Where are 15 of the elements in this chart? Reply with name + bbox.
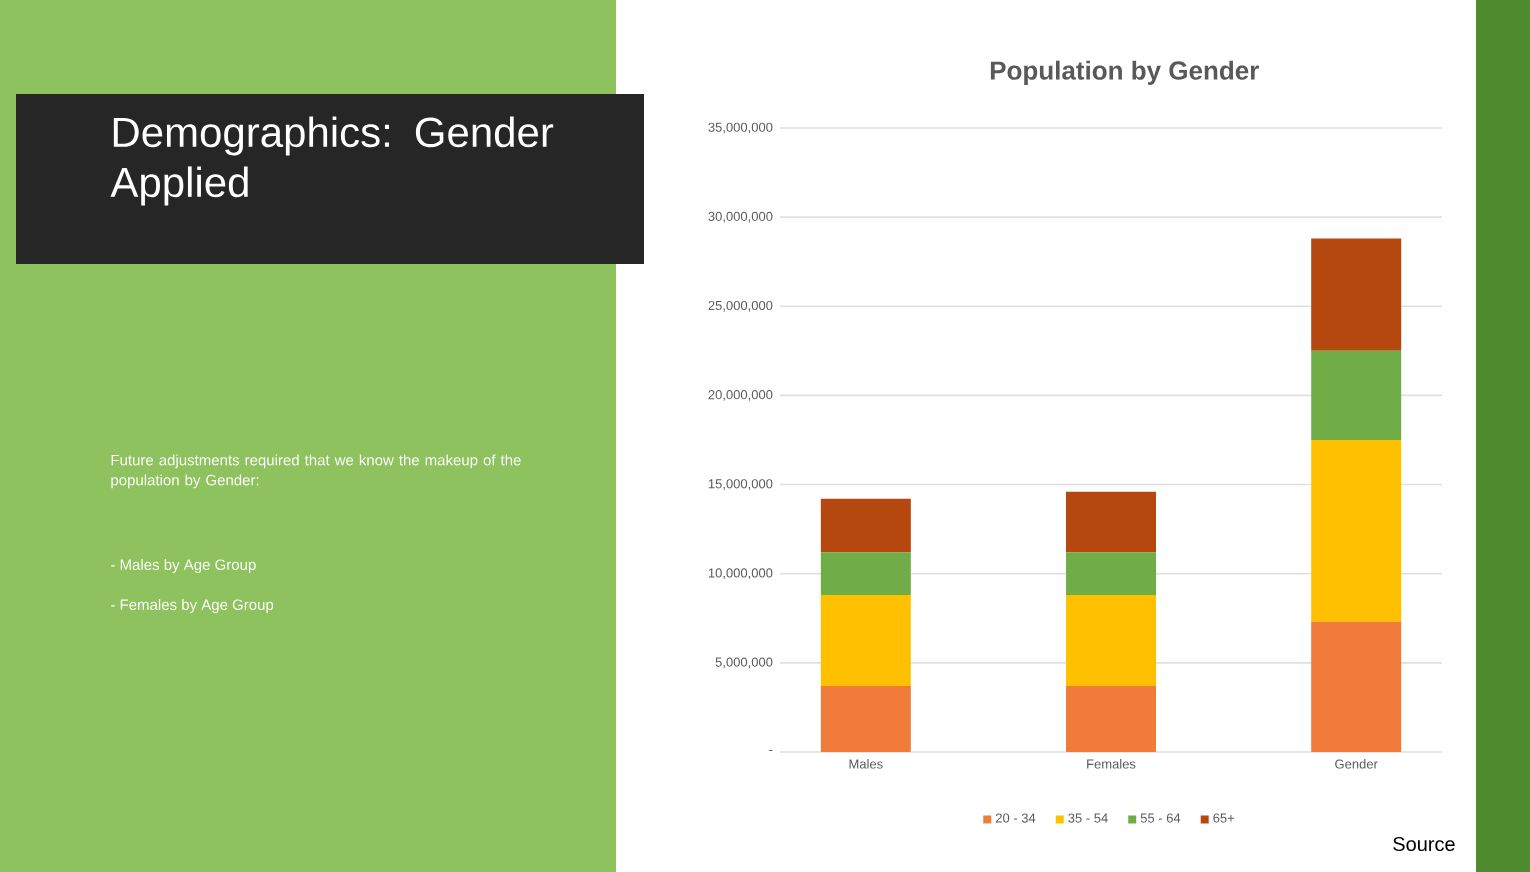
text: Source xyxy=(1393,836,1455,852)
text: Demographics: Gender Applied xyxy=(110,116,554,206)
bar xyxy=(820,686,911,752)
bar xyxy=(820,498,911,553)
bar xyxy=(1311,238,1402,351)
bar xyxy=(820,552,911,596)
bar xyxy=(1066,491,1157,553)
bar xyxy=(1066,686,1157,752)
bar xyxy=(1311,350,1402,440)
bar xyxy=(820,595,911,687)
bar xyxy=(1066,552,1157,596)
bar xyxy=(1311,440,1402,622)
bar xyxy=(1066,595,1157,687)
bar xyxy=(1311,621,1402,752)
chart-title: Population by Gender xyxy=(990,60,1259,85)
